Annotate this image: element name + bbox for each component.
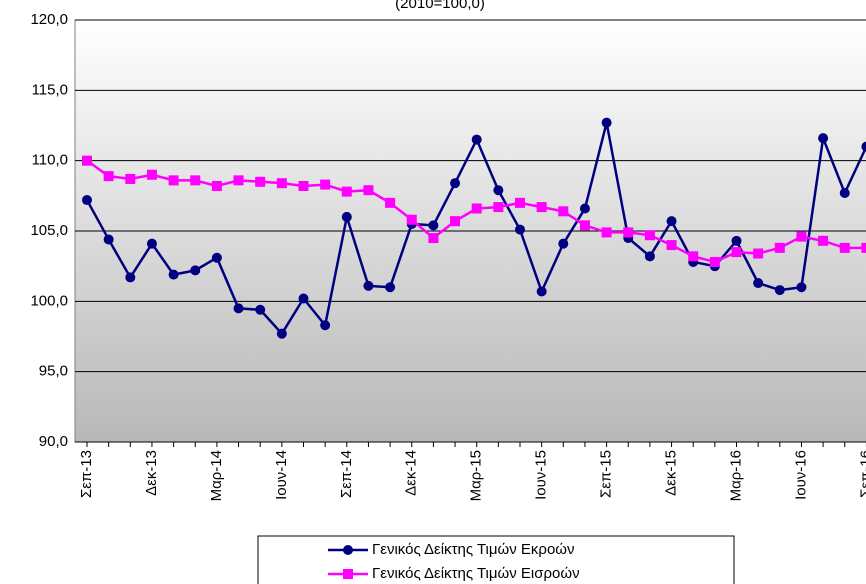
- y-tick-label: 120,0: [30, 11, 68, 28]
- marker: [774, 242, 785, 253]
- marker: [644, 230, 655, 241]
- marker: [774, 285, 785, 296]
- x-tick-label: Μαρ-16: [727, 450, 744, 501]
- y-tick-label: 115,0: [32, 81, 68, 98]
- x-tick-label: Ιουν-15: [533, 450, 550, 500]
- marker: [341, 186, 352, 197]
- marker: [839, 188, 850, 199]
- x-tick-label: Δεκ-13: [143, 450, 160, 496]
- marker: [233, 303, 244, 314]
- marker: [493, 185, 504, 196]
- marker: [363, 280, 374, 291]
- marker: [82, 195, 92, 206]
- marker: [146, 169, 157, 180]
- marker: [168, 175, 179, 186]
- marker: [103, 234, 114, 245]
- marker: [125, 272, 136, 283]
- x-tick-label: Δεκ-14: [403, 450, 420, 496]
- marker: [536, 202, 547, 213]
- marker: [471, 203, 482, 214]
- x-tick-label: Σεπ-16: [857, 450, 866, 498]
- marker: [731, 235, 742, 246]
- marker: [146, 238, 157, 249]
- marker: [450, 178, 461, 189]
- marker: [861, 141, 866, 152]
- x-tick-label: Μαρ-15: [468, 450, 485, 501]
- marker: [601, 117, 612, 128]
- legend-marker: [343, 545, 353, 555]
- marker: [298, 180, 309, 191]
- marker: [558, 206, 569, 217]
- marker: [320, 320, 331, 331]
- x-tick-label: Σεπ-14: [338, 450, 355, 498]
- marker: [406, 214, 417, 225]
- x-tick-label: Δεκ-15: [663, 450, 680, 496]
- marker: [276, 178, 287, 189]
- marker: [168, 269, 179, 280]
- marker: [276, 328, 287, 339]
- marker: [818, 133, 829, 144]
- marker: [666, 216, 677, 227]
- marker: [341, 211, 352, 222]
- marker: [515, 224, 525, 235]
- marker: [644, 251, 655, 262]
- marker: [211, 252, 222, 263]
- y-tick-label: 110,0: [32, 152, 68, 169]
- marker: [450, 216, 461, 227]
- marker: [428, 233, 439, 244]
- marker: [493, 202, 504, 213]
- y-tick-label: 95,0: [39, 363, 68, 380]
- marker: [709, 256, 720, 267]
- legend-label: Γενικός Δείκτης Τιμών Εκροών: [372, 541, 575, 558]
- y-tick-label: 105,0: [30, 222, 68, 239]
- marker: [688, 251, 699, 262]
- marker: [861, 242, 866, 253]
- legend-marker: [343, 569, 353, 579]
- marker: [579, 220, 590, 231]
- marker: [211, 180, 222, 191]
- marker: [385, 282, 396, 293]
- marker: [82, 155, 92, 166]
- marker: [428, 220, 439, 231]
- marker: [796, 282, 807, 293]
- marker: [233, 175, 244, 186]
- x-tick-label: Σεπ-13: [78, 450, 95, 498]
- marker: [753, 278, 764, 289]
- marker: [818, 235, 829, 246]
- marker: [190, 175, 201, 186]
- marker: [731, 247, 742, 258]
- marker: [190, 265, 201, 276]
- marker: [579, 203, 590, 214]
- marker: [385, 197, 396, 208]
- x-tick-label: Σεπ-15: [598, 450, 615, 498]
- marker: [839, 242, 850, 253]
- x-tick-label: Ιουν-16: [792, 450, 809, 500]
- y-tick-label: 90,0: [39, 433, 68, 450]
- marker: [298, 293, 309, 304]
- marker: [558, 238, 569, 249]
- marker: [623, 227, 634, 238]
- x-tick-label: Μαρ-14: [208, 450, 225, 501]
- marker: [125, 173, 136, 184]
- marker: [753, 248, 764, 259]
- marker: [515, 197, 525, 208]
- x-tick-label: Ιουν-14: [273, 450, 290, 500]
- marker: [601, 227, 612, 238]
- marker: [471, 134, 482, 145]
- marker: [103, 171, 114, 182]
- marker: [255, 176, 266, 187]
- marker: [796, 231, 807, 242]
- chart-subtitle: (2010=100,0): [395, 0, 485, 12]
- marker: [320, 179, 331, 190]
- legend: [257, 535, 735, 584]
- legend-label: Γενικός Δείκτης Τιμών Εισροών: [372, 565, 580, 582]
- marker: [255, 304, 266, 315]
- marker: [536, 286, 547, 297]
- marker: [666, 240, 677, 251]
- marker: [363, 185, 374, 196]
- y-tick-label: 100,0: [30, 292, 68, 309]
